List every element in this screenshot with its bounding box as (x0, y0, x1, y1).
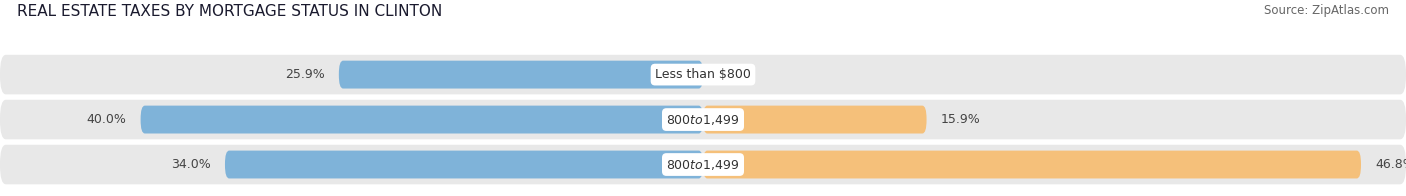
Text: REAL ESTATE TAXES BY MORTGAGE STATUS IN CLINTON: REAL ESTATE TAXES BY MORTGAGE STATUS IN … (17, 4, 441, 19)
Text: 0.0%: 0.0% (717, 68, 749, 81)
Text: $800 to $1,499: $800 to $1,499 (666, 158, 740, 172)
FancyBboxPatch shape (0, 55, 1406, 94)
FancyBboxPatch shape (225, 151, 703, 179)
FancyBboxPatch shape (0, 145, 1406, 184)
FancyBboxPatch shape (703, 106, 927, 133)
FancyBboxPatch shape (0, 100, 1406, 139)
FancyBboxPatch shape (141, 106, 703, 133)
Text: 25.9%: 25.9% (285, 68, 325, 81)
Text: Less than $800: Less than $800 (655, 68, 751, 81)
FancyBboxPatch shape (339, 61, 703, 89)
Text: 34.0%: 34.0% (172, 158, 211, 171)
Text: 40.0%: 40.0% (87, 113, 127, 126)
Text: 46.8%: 46.8% (1375, 158, 1406, 171)
Text: $800 to $1,499: $800 to $1,499 (666, 113, 740, 127)
FancyBboxPatch shape (703, 151, 1361, 179)
Text: 15.9%: 15.9% (941, 113, 980, 126)
Text: Source: ZipAtlas.com: Source: ZipAtlas.com (1264, 4, 1389, 17)
